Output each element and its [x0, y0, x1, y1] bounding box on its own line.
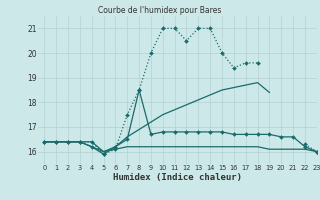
- Text: Courbe de l'humidex pour Bares: Courbe de l'humidex pour Bares: [98, 6, 222, 15]
- X-axis label: Humidex (Indice chaleur): Humidex (Indice chaleur): [113, 173, 242, 182]
